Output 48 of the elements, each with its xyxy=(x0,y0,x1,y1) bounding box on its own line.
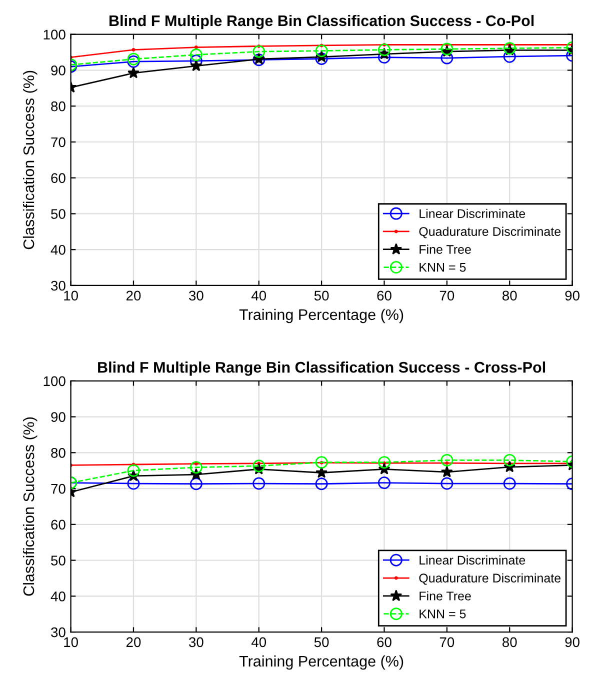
y-tick-label: 80 xyxy=(51,101,66,112)
y-tick-label: 60 xyxy=(51,173,66,184)
legend-label: Quadurature Discriminate xyxy=(419,573,561,585)
y-tick-label: 80 xyxy=(51,448,66,458)
y-tick-label: 50 xyxy=(51,209,66,219)
x-axis-title: Training Percentage (%) xyxy=(239,308,404,324)
chart-title: Blind F Multiple Range Bin Classification Success - Co-Pol xyxy=(110,14,534,30)
x-tick-label: 20 xyxy=(126,637,141,648)
chart-title: Blind F Multiple Range Bin Classification Success - Cross-Pol xyxy=(98,362,546,376)
x-tick-label: 60 xyxy=(377,637,392,648)
legend-label: Fine Tree xyxy=(420,591,471,600)
legend-label: Fine Tree xyxy=(420,244,471,254)
x-tick-label: 20 xyxy=(126,290,141,301)
y-axis-title: Classification Success (%) xyxy=(22,70,38,250)
x-tick-label: 70 xyxy=(440,637,454,648)
y-tick-label: 60 xyxy=(51,520,66,530)
legend-label: Linear Discriminate xyxy=(420,555,526,565)
x-tick-label: 90 xyxy=(565,637,580,648)
y-tick-label: 40 xyxy=(50,592,66,602)
legend-label: Linear Discriminate xyxy=(420,208,526,218)
legend-label: Quadurature Discriminate xyxy=(419,226,561,238)
x-tick-label: 70 xyxy=(440,290,454,301)
x-tick-label: 90 xyxy=(565,290,580,301)
x-tick-label: 40 xyxy=(251,637,266,648)
x-tick-label: 80 xyxy=(502,290,517,301)
y-tick-label: 50 xyxy=(51,556,66,566)
legend-label: KNN = 5 xyxy=(420,263,466,272)
x-tick-label: 50 xyxy=(314,290,329,301)
x-axis-title: Training Percentage (%) xyxy=(239,655,404,670)
x-tick-label: 40 xyxy=(251,290,266,301)
y-tick-label: 30 xyxy=(51,627,66,638)
y-tick-label: 90 xyxy=(51,412,66,422)
x-tick-label: 50 xyxy=(314,637,329,648)
x-tick-label: 10 xyxy=(64,637,78,648)
y-tick-label: 40 xyxy=(50,244,66,255)
x-tick-label: 10 xyxy=(64,290,78,301)
x-tick-label: 30 xyxy=(188,290,204,301)
y-tick-label: 90 xyxy=(51,66,66,76)
x-tick-label: 80 xyxy=(502,637,517,648)
y-tick-label: 70 xyxy=(51,484,66,494)
legend-label: KNN = 5 xyxy=(420,610,466,618)
y-tick-label: 100 xyxy=(44,30,66,40)
y-tick-label: 30 xyxy=(51,280,66,291)
x-tick-label: 30 xyxy=(188,637,204,648)
y-tick-label: 100 xyxy=(44,376,66,386)
y-axis-title: Classification Success (%) xyxy=(22,417,38,596)
y-tick-label: 70 xyxy=(51,137,66,148)
x-tick-label: 60 xyxy=(377,290,392,301)
